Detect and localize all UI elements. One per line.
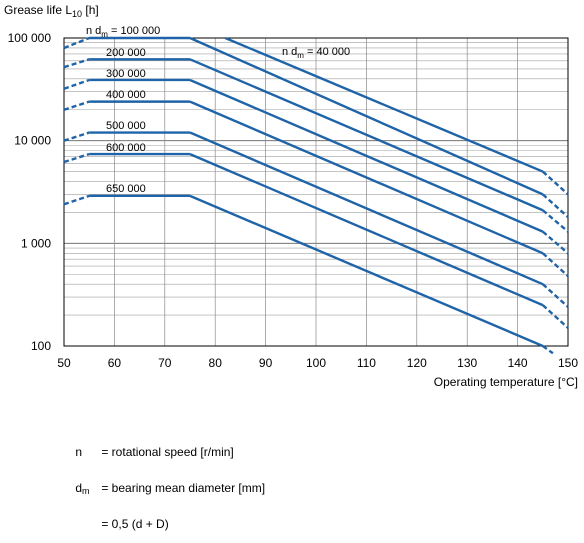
legend-text: = rotational speed [r/min] — [101, 445, 234, 459]
legend-text: = bearing mean diameter [mm] — [101, 481, 266, 495]
series-label: 500 000 — [106, 120, 146, 132]
series-segment — [189, 152, 544, 307]
x-tick-label: 70 — [158, 356, 172, 370]
series-segment-dashed — [63, 78, 90, 90]
legend-row-formula: = 0,5 (d + D) — [62, 506, 265, 542]
series-segment-dashed — [63, 194, 90, 206]
series-segment-dashed — [63, 131, 90, 142]
legend-row-diameter: dm = bearing mean diameter [mm] — [62, 470, 265, 506]
legend-symbol: n — [75, 445, 83, 459]
series-label: 400 000 — [106, 89, 146, 101]
y-tick-label: 100 — [31, 339, 51, 353]
x-tick-label: 140 — [508, 356, 528, 370]
series-label: 300 000 — [106, 68, 146, 80]
series-segment — [189, 131, 544, 286]
legend-symbol: dm — [75, 481, 90, 496]
series-segment — [189, 194, 544, 348]
y-tick-label: 100 000 — [8, 31, 52, 45]
y-tick-label: 1 000 — [21, 236, 51, 250]
series-label: n dm = 100 000 — [86, 25, 160, 39]
series-segment-dashed — [63, 100, 90, 111]
grease-life-chart: n dm = 100 000 200 000 300 000 400 000 500 0… — [4, 3, 579, 389]
series-line — [63, 100, 569, 277]
x-axis-title: Operating temperature [°C] — [434, 375, 578, 389]
x-tick-label: 50 — [57, 356, 71, 370]
x-tick-label: 110 — [357, 356, 376, 370]
series-line — [63, 36, 569, 219]
legend-row-speed: n = rotational speed [r/min] — [62, 434, 265, 470]
series-line — [63, 194, 554, 355]
series-label: 650 000 — [106, 183, 146, 195]
x-tick-label: 90 — [259, 356, 273, 370]
series-segment — [189, 58, 544, 212]
series-lines — [63, 36, 569, 355]
series-segment-dashed — [541, 193, 569, 219]
series-segment — [224, 36, 544, 173]
x-tick-label: 100 — [306, 356, 326, 370]
series-segment-dashed — [541, 283, 569, 308]
tick-labels: 50 60 70 80 90 100 110 120 130 140 150 100 1 000 10 0… — [8, 31, 579, 370]
series-segment-dashed — [541, 170, 569, 196]
series-label: 200 000 — [106, 47, 146, 59]
series-segment-dashed — [63, 36, 90, 50]
series-segment — [189, 100, 544, 255]
legend-text: = 0,5 (d + D) — [101, 517, 169, 531]
series-line — [63, 78, 569, 255]
series-line — [63, 58, 569, 233]
series-segment — [189, 78, 544, 233]
x-tick-label: 60 — [108, 356, 122, 370]
series-segment-dashed — [542, 209, 569, 233]
series-labels: n dm = 100 000 200 000 300 000 400 000 500 0… — [86, 25, 350, 195]
series-segment-dashed — [541, 252, 569, 277]
x-tick-label: 120 — [407, 356, 427, 370]
y-tick-label: 10 000 — [14, 134, 51, 148]
series-segment-dashed — [542, 345, 554, 355]
legend: n = rotational speed [r/min] dm = bearing … — [62, 434, 265, 542]
series-segment-dashed — [63, 58, 90, 69]
series-segment-dashed — [541, 304, 569, 329]
x-tick-label: 130 — [457, 356, 477, 370]
series-segment-dashed — [542, 230, 569, 255]
series-line — [224, 36, 569, 196]
series-segment-dashed — [63, 152, 90, 164]
y-axis-title: Grease life L10 [h] — [4, 3, 99, 19]
series-label: n dm = 40 000 — [282, 46, 350, 60]
series-segment — [189, 36, 544, 196]
x-tick-label: 150 — [558, 356, 578, 370]
series-line — [63, 152, 569, 329]
series-label: 600 000 — [106, 142, 146, 154]
series-line — [63, 131, 569, 308]
plot-frame — [63, 37, 569, 347]
x-tick-label: 80 — [209, 356, 223, 370]
